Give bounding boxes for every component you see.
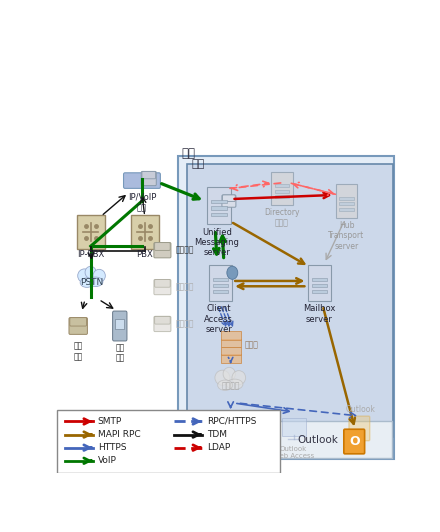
FancyBboxPatch shape — [69, 318, 88, 335]
Ellipse shape — [88, 277, 103, 287]
Text: Hub
Transport
server: Hub Transport server — [328, 221, 365, 251]
FancyBboxPatch shape — [275, 185, 289, 187]
FancyBboxPatch shape — [222, 195, 236, 207]
FancyBboxPatch shape — [220, 346, 241, 355]
FancyBboxPatch shape — [227, 420, 235, 429]
FancyBboxPatch shape — [154, 243, 170, 251]
FancyBboxPatch shape — [312, 278, 327, 281]
Text: Outlook: Outlook — [297, 435, 338, 445]
FancyBboxPatch shape — [312, 290, 327, 293]
FancyBboxPatch shape — [57, 410, 280, 473]
FancyBboxPatch shape — [131, 215, 159, 249]
Text: Directory
伺服器: Directory 伺服器 — [264, 209, 300, 228]
FancyBboxPatch shape — [213, 284, 228, 287]
FancyBboxPatch shape — [154, 317, 171, 331]
Text: RPC/HTTPS: RPC/HTTPS — [207, 417, 256, 426]
Ellipse shape — [232, 371, 246, 385]
FancyBboxPatch shape — [154, 317, 170, 324]
FancyBboxPatch shape — [265, 421, 392, 458]
FancyBboxPatch shape — [206, 187, 231, 224]
FancyBboxPatch shape — [339, 207, 354, 211]
Text: IP-PBX: IP-PBX — [77, 250, 104, 259]
Text: SMTP: SMTP — [98, 417, 122, 426]
FancyBboxPatch shape — [220, 339, 241, 347]
Text: IP/VoIP
閘道: IP/VoIP 閘道 — [128, 193, 156, 212]
Text: 內部電話: 內部電話 — [176, 246, 194, 255]
FancyBboxPatch shape — [275, 195, 289, 198]
FancyBboxPatch shape — [124, 173, 160, 188]
FancyBboxPatch shape — [220, 354, 241, 363]
Text: 內部電話: 內部電話 — [176, 282, 194, 292]
Text: Exchange
ActiveSync: Exchange ActiveSync — [211, 444, 250, 456]
Text: Mailbox
server: Mailbox server — [303, 304, 335, 323]
FancyBboxPatch shape — [344, 429, 365, 454]
Ellipse shape — [215, 370, 230, 385]
FancyBboxPatch shape — [308, 265, 331, 301]
FancyBboxPatch shape — [224, 412, 238, 440]
FancyBboxPatch shape — [141, 171, 156, 186]
Text: 防火牆: 防火牆 — [244, 340, 258, 349]
FancyBboxPatch shape — [115, 319, 124, 329]
Text: Outlook: Outlook — [345, 405, 375, 414]
FancyBboxPatch shape — [211, 213, 227, 216]
FancyBboxPatch shape — [209, 265, 232, 301]
Text: Unified
Messaging
server: Unified Messaging server — [194, 228, 239, 257]
Circle shape — [227, 266, 238, 279]
FancyBboxPatch shape — [178, 156, 394, 459]
FancyBboxPatch shape — [349, 416, 370, 440]
Text: 站台: 站台 — [191, 159, 205, 169]
FancyBboxPatch shape — [213, 290, 228, 293]
Text: 內部電話: 內部電話 — [176, 319, 194, 328]
FancyBboxPatch shape — [339, 202, 354, 205]
FancyBboxPatch shape — [70, 318, 87, 326]
FancyBboxPatch shape — [271, 172, 293, 205]
Text: HTTPS: HTTPS — [98, 443, 126, 452]
FancyBboxPatch shape — [275, 190, 289, 193]
Ellipse shape — [93, 269, 105, 282]
FancyBboxPatch shape — [211, 200, 227, 203]
Text: TDM: TDM — [207, 430, 227, 439]
Ellipse shape — [78, 269, 91, 282]
FancyBboxPatch shape — [223, 195, 235, 202]
FancyBboxPatch shape — [312, 284, 327, 287]
Text: 行動
電話: 行動 電話 — [115, 343, 125, 363]
Text: Client
Access
server: Client Access server — [204, 304, 233, 334]
FancyBboxPatch shape — [213, 278, 228, 281]
FancyBboxPatch shape — [142, 171, 156, 179]
Text: O: O — [350, 435, 360, 447]
Text: PBX: PBX — [136, 250, 153, 259]
FancyBboxPatch shape — [211, 206, 227, 210]
Text: 網際網路: 網際網路 — [221, 381, 240, 390]
FancyBboxPatch shape — [339, 197, 354, 200]
Text: PSTN: PSTN — [80, 278, 103, 287]
Text: MAPI RPC: MAPI RPC — [98, 430, 140, 439]
Ellipse shape — [227, 379, 243, 389]
Text: VoIP: VoIP — [98, 456, 117, 466]
FancyBboxPatch shape — [154, 243, 171, 258]
FancyBboxPatch shape — [154, 279, 170, 287]
Ellipse shape — [80, 278, 94, 287]
FancyBboxPatch shape — [77, 215, 105, 249]
Ellipse shape — [223, 367, 235, 380]
FancyBboxPatch shape — [187, 164, 392, 437]
Text: 樹系: 樹系 — [181, 147, 195, 160]
Ellipse shape — [218, 380, 233, 390]
Text: LDAP: LDAP — [207, 443, 230, 452]
FancyBboxPatch shape — [113, 311, 127, 341]
Text: Outlook
Web Access: Outlook Web Access — [273, 446, 314, 459]
Ellipse shape — [85, 267, 96, 278]
FancyBboxPatch shape — [154, 279, 171, 295]
Text: 外部
電話: 外部 電話 — [73, 342, 83, 361]
FancyBboxPatch shape — [220, 331, 241, 339]
FancyBboxPatch shape — [282, 418, 306, 436]
FancyBboxPatch shape — [336, 185, 357, 218]
